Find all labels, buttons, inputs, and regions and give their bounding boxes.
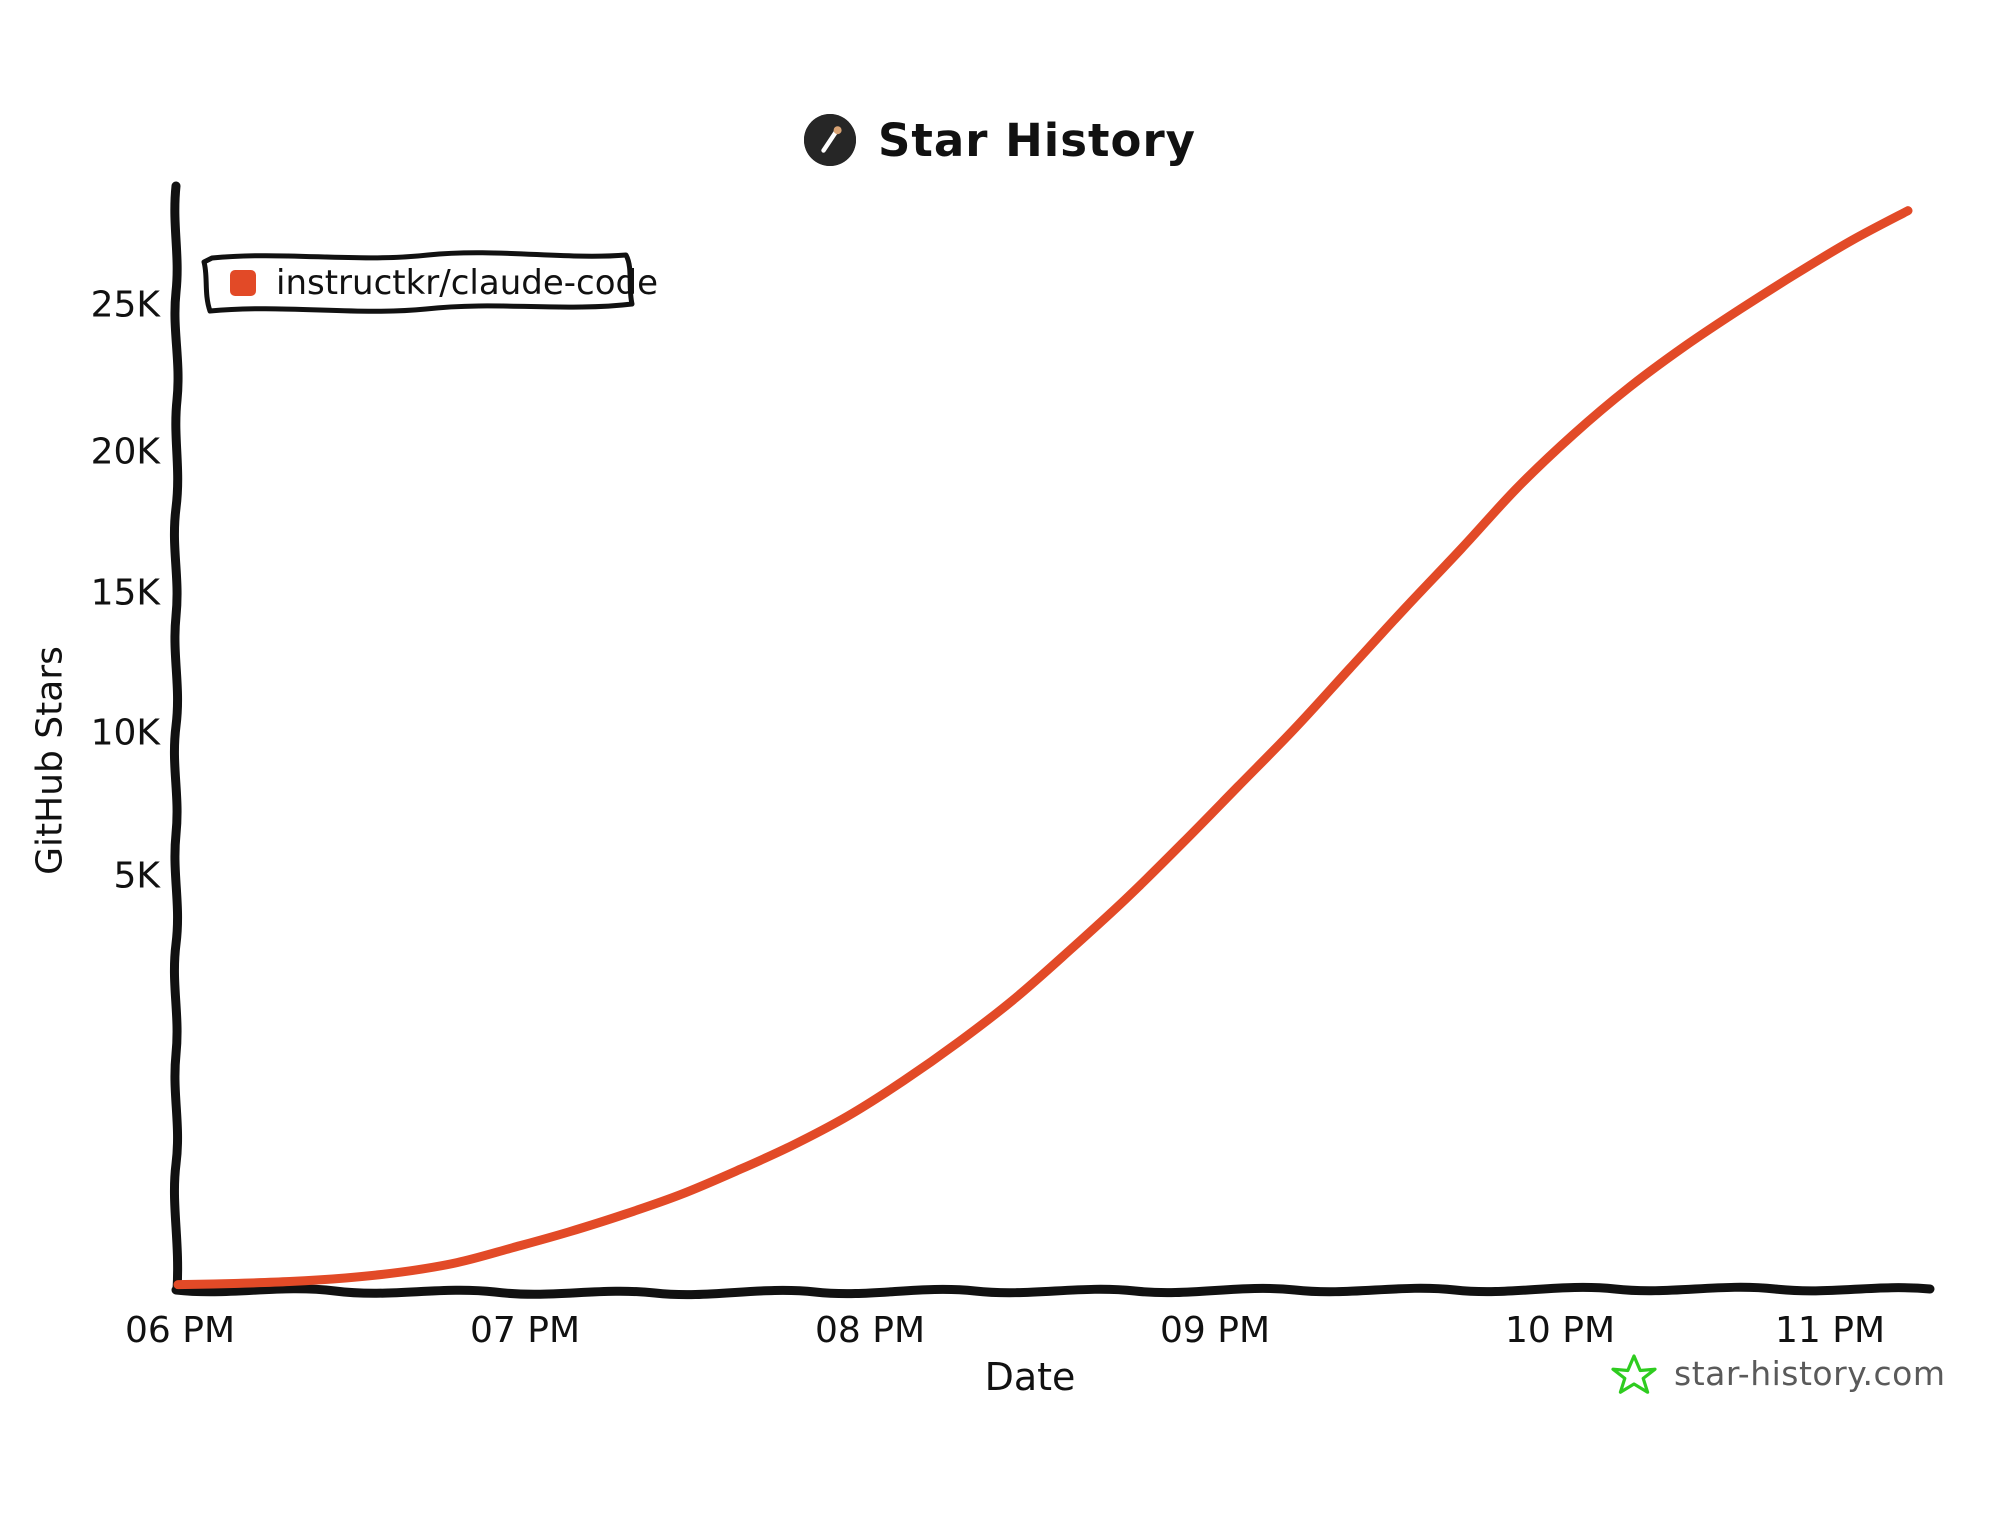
watermark-label: star-history.com	[1674, 1353, 1946, 1393]
y-tick-5k: 5K	[113, 855, 160, 897]
y-tick-15k: 15K	[90, 572, 160, 614]
x-tick-08pm: 08 PM	[814, 1310, 926, 1351]
y-tick-25k: 25K	[90, 284, 160, 326]
legend-item-label: instructkr/claude-code	[276, 263, 659, 303]
x-tick-11pm: 11 PM	[1774, 1310, 1886, 1351]
x-tick-10pm: 10 PM	[1504, 1310, 1616, 1351]
page-title-text: Star History	[878, 113, 1196, 167]
x-tick-09pm: 09 PM	[1159, 1310, 1271, 1351]
green-star-icon	[1611, 1351, 1657, 1395]
x-axis-title: Date	[984, 1355, 1076, 1399]
page-title: Star History	[0, 100, 2000, 180]
x-tick-06pm: 06 PM	[124, 1310, 236, 1351]
legend[interactable]: instructkr/claude-code	[196, 246, 658, 320]
x-axis-line	[171, 1282, 1935, 1300]
star-growth-curve	[173, 206, 1913, 1290]
legend-border	[201, 250, 635, 314]
y-axis-tick-labels: 5K 10K 15K 20K 25K	[30, 0, 160, 1533]
legend-color-swatch	[230, 270, 256, 296]
y-axis-line	[169, 181, 183, 1295]
y-axis-title: GitHub Stars	[29, 646, 71, 875]
y-tick-10k: 10K	[90, 712, 160, 754]
x-tick-07pm: 07 PM	[469, 1310, 581, 1351]
watermark[interactable]: star-history.com	[1611, 1345, 1946, 1401]
y-tick-20k: 20K	[90, 431, 160, 473]
pencil-circle-icon	[804, 114, 856, 166]
